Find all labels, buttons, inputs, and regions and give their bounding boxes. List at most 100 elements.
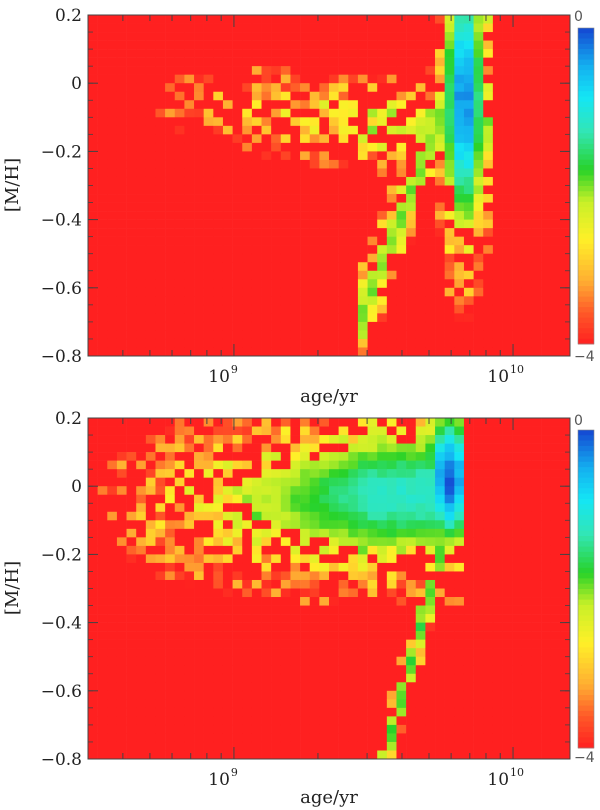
heatmap-cell (406, 545, 417, 555)
heatmap-cell (271, 313, 282, 323)
heatmap-cell (502, 537, 513, 547)
heatmap-cell (406, 460, 417, 470)
heatmap-cell (155, 622, 166, 632)
heatmap-cell (386, 262, 397, 272)
heatmap-cell (232, 100, 243, 110)
heatmap-cell (454, 15, 465, 24)
heatmap-cell (116, 49, 127, 58)
heatmap-cell (194, 236, 204, 246)
heatmap-cell (271, 219, 282, 229)
heatmap-cell (271, 656, 282, 666)
heatmap-cell (116, 304, 127, 314)
heatmap-cell (521, 477, 532, 487)
heatmap-cell (97, 418, 108, 427)
heatmap-cell (463, 562, 474, 572)
heatmap-cell (454, 511, 465, 521)
heatmap-cell (116, 545, 127, 555)
heatmap-cell (550, 460, 561, 470)
heatmap-cell (329, 741, 339, 751)
heatmap-cell (145, 469, 156, 478)
heatmap-cell (319, 74, 330, 84)
heatmap-cell (242, 579, 253, 589)
heatmap-cell (415, 287, 426, 297)
heatmap-cell (184, 597, 195, 606)
heatmap-cell (463, 185, 474, 195)
heatmap-cell (463, 100, 474, 110)
heatmap-cell (377, 605, 388, 615)
heatmap-cell (531, 503, 542, 513)
heatmap-cell (213, 270, 224, 280)
heatmap-cell (502, 15, 513, 24)
heatmap-cell (242, 134, 253, 144)
heatmap-cell (203, 460, 214, 470)
heatmap-cell (483, 287, 494, 297)
heatmap-cell (126, 194, 137, 203)
heatmap-cell (203, 330, 214, 340)
heatmap-cell (97, 32, 108, 41)
heatmap-cell (242, 733, 253, 743)
heatmap-cell (406, 91, 417, 101)
heatmap-cell (463, 528, 474, 538)
heatmap-cell (280, 91, 291, 101)
heatmap-cell (531, 117, 542, 127)
heatmap-cell (165, 520, 176, 530)
heatmap-cell (309, 537, 320, 547)
heatmap-cell (194, 83, 204, 93)
heatmap-cell (329, 304, 339, 314)
heatmap-cell (463, 211, 474, 220)
heatmap-cell (97, 49, 108, 58)
heatmap-cell (280, 304, 291, 314)
colorbar-segment (578, 207, 594, 213)
heatmap-cell (174, 57, 185, 67)
heatmap-cell (88, 142, 98, 152)
heatmap-cell (290, 426, 301, 436)
heatmap-cell (454, 296, 465, 306)
heatmap-cell (531, 287, 542, 297)
heatmap-cell (251, 605, 262, 615)
heatmap-cell (463, 418, 474, 427)
heatmap-cell (97, 631, 108, 640)
heatmap-cell (88, 452, 98, 461)
heatmap-cell (512, 151, 523, 161)
heatmap-cell (319, 503, 330, 513)
heatmap-cell (107, 83, 118, 93)
heatmap-cell (251, 176, 262, 186)
heatmap-cell (531, 690, 542, 700)
colorbar-segment (578, 238, 594, 245)
heatmap-cell (97, 656, 108, 666)
heatmap-cell (406, 741, 417, 751)
heatmap-cell (541, 520, 552, 530)
heatmap-cell (415, 262, 426, 272)
heatmap-cell (521, 733, 532, 743)
heatmap-cell (300, 724, 311, 734)
heatmap-cell (531, 279, 542, 289)
heatmap-cell (107, 185, 118, 195)
heatmap-cell (348, 142, 359, 152)
heatmap-cell (396, 452, 407, 461)
heatmap-cell (222, 724, 233, 734)
heatmap-cell (261, 733, 272, 743)
heatmap-cell (174, 296, 185, 306)
heatmap-cell (521, 176, 532, 186)
heatmap-cell (136, 270, 147, 280)
heatmap-cell (396, 503, 407, 513)
heatmap-cell (319, 426, 330, 436)
heatmap-cell (165, 724, 176, 734)
heatmap-cell (531, 452, 542, 461)
heatmap-cell (300, 57, 311, 67)
heatmap-cell (300, 452, 311, 461)
heatmap-cell (271, 443, 282, 453)
heatmap-cell (386, 656, 397, 666)
heatmap-cell (222, 503, 233, 513)
heatmap-cell (463, 253, 474, 263)
heatmap-cell (367, 347, 378, 357)
heatmap-cell (483, 279, 494, 289)
heatmap-cell (367, 665, 378, 675)
heatmap-cell (435, 168, 445, 178)
heatmap-cell (521, 486, 532, 496)
heatmap-cell (184, 503, 195, 513)
heatmap-cell (377, 202, 388, 212)
heatmap-cell (136, 486, 147, 496)
heatmap-cell (145, 511, 156, 521)
heatmap-cell (271, 304, 282, 314)
